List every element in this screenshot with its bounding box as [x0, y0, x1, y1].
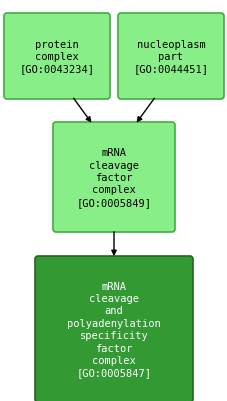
FancyBboxPatch shape — [35, 256, 192, 401]
Text: protein
complex
[GO:0043234]: protein complex [GO:0043234] — [20, 40, 94, 74]
Text: nucleoplasm
part
[GO:0044451]: nucleoplasm part [GO:0044451] — [133, 40, 207, 74]
Text: mRNA
cleavage
and
polyadenylation
specificity
factor
complex
[GO:0005847]: mRNA cleavage and polyadenylation specif… — [67, 281, 160, 377]
FancyBboxPatch shape — [53, 123, 174, 233]
FancyBboxPatch shape — [118, 14, 223, 100]
Text: mRNA
cleavage
factor
complex
[GO:0005849]: mRNA cleavage factor complex [GO:0005849… — [76, 148, 151, 207]
FancyBboxPatch shape — [4, 14, 109, 100]
